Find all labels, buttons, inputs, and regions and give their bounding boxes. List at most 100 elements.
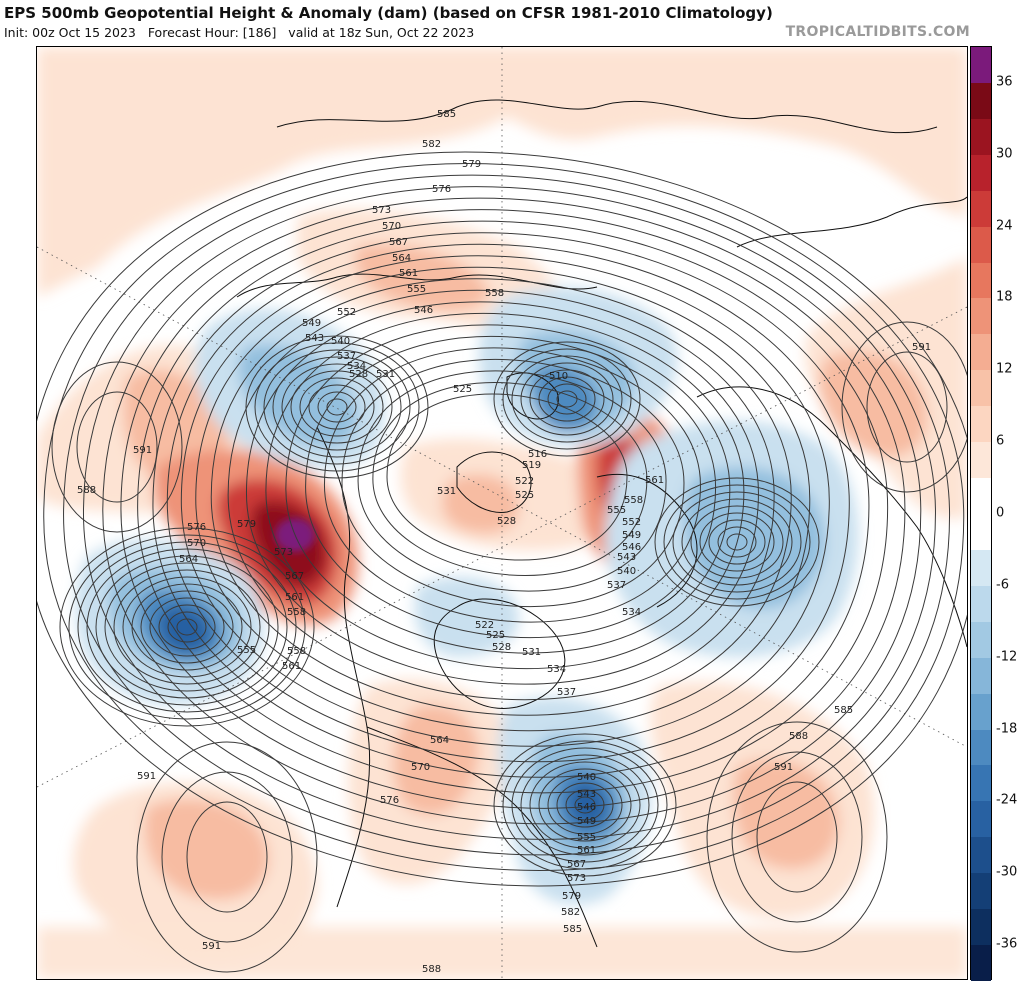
height-contour [166,243,850,763]
height-contour [140,590,234,664]
height-contour [756,781,838,893]
contour-label: 534 [622,607,641,618]
contour-label: 540 [577,772,596,783]
height-contour [341,358,685,608]
height-contour [176,618,198,636]
colorbar-tick-label: 12 [996,361,1013,377]
contour-label: 525 [453,384,472,395]
contour-label: 570 [411,762,430,773]
positive-anomaly-area [393,705,479,815]
height-contour [556,782,614,828]
contour-label: 528 [497,516,516,527]
contour-label: 558 [624,495,643,506]
colorbar-band [971,909,991,946]
height-contour [43,163,965,871]
height-contour [161,771,293,943]
contour-label: 585 [437,109,456,120]
positive-anomaly-area [144,799,269,900]
height-contour [547,383,587,415]
contour-label: 510 [549,371,568,382]
contour-label: 591 [774,762,793,773]
colorbar-band [971,585,991,622]
contour-label: 573 [372,205,391,216]
contour-label: 564 [430,735,449,746]
contour-label: 576 [380,795,399,806]
height-contour [317,391,357,423]
contour-label: 567 [285,571,304,582]
contour-label: 567 [567,859,586,870]
negative-anomaly-area [414,576,519,657]
colorbar-tick-label: -12 [996,649,1018,665]
brand-watermark: TROPICALTIDBITS.COM [785,24,970,40]
height-contour [493,341,641,457]
height-contour [290,370,384,444]
height-contour [866,351,948,463]
contour-label: 531 [376,369,395,380]
contour-label: 543 [617,552,636,563]
coastlines [236,99,967,948]
contour-label: 576 [432,184,451,195]
colorbar-band [971,765,991,802]
contour-label: 558 [485,288,504,299]
height-contour [136,741,318,973]
negative-anomaly-area [568,781,608,827]
height-contour [547,775,623,835]
height-contour [285,324,731,654]
height-contour [120,209,906,809]
contour-label: 519 [522,460,541,471]
colorbar-band [971,262,991,299]
colorbar-band [971,334,991,371]
contour-label: 534 [547,664,566,675]
contour-label: 537 [607,580,626,591]
map-panel[interactable]: 585 582 579 576 573 570 567 564 561 555 558 552 546 5… [36,46,968,980]
height-contour [149,597,225,657]
height-contour [281,363,393,451]
contour-label: 549 [302,318,321,329]
colorbar-band [971,118,991,155]
anomaly-pos-northeast [507,47,967,217]
height-contour [254,342,420,472]
forecast-hour: Forecast Hour: [186] [147,25,277,40]
contour-label: 588 [789,731,808,742]
height-contour [529,761,641,849]
colorbar-band [971,873,991,910]
colorbar-band [971,478,991,550]
colorbar-tick-label: 0 [996,505,1005,521]
height-contour [565,789,605,821]
contour-label: 561 [577,845,596,856]
height-contour [86,548,288,706]
contour-label: 543 [577,789,596,800]
contour-label: 549 [622,530,641,541]
contour-label: 546 [622,542,641,553]
height-contour [706,721,888,953]
contour-label: 564 [179,554,198,565]
height-contour [841,321,967,493]
height-contour [386,393,628,561]
contour-label: 573 [274,547,293,558]
height-contour [726,533,748,551]
height-contour [511,747,659,863]
contour-label: 570 [382,221,401,232]
colorbar-band [971,693,991,730]
colorbar-tick-label: 30 [996,146,1013,162]
anomaly-pos-north [37,47,507,297]
height-contour [82,186,936,840]
height-contours [37,151,967,973]
contour-label: 585 [834,705,853,716]
height-contour [529,369,605,429]
contour-label: 558 [287,607,306,618]
contour-label: 582 [422,139,441,150]
contour-label: 555 [577,832,596,843]
contour-label: 516 [528,449,547,460]
colorbar-band [971,406,991,443]
contour-label: 573 [567,873,586,884]
height-contour [77,541,297,713]
colorbar-band [971,549,991,586]
anomaly-colorbar [970,46,992,981]
height-contour [68,534,306,720]
colorbar-tick-label: -30 [996,864,1018,880]
height-contour [654,477,820,607]
height-contour [37,151,967,887]
height-contour [51,361,183,533]
